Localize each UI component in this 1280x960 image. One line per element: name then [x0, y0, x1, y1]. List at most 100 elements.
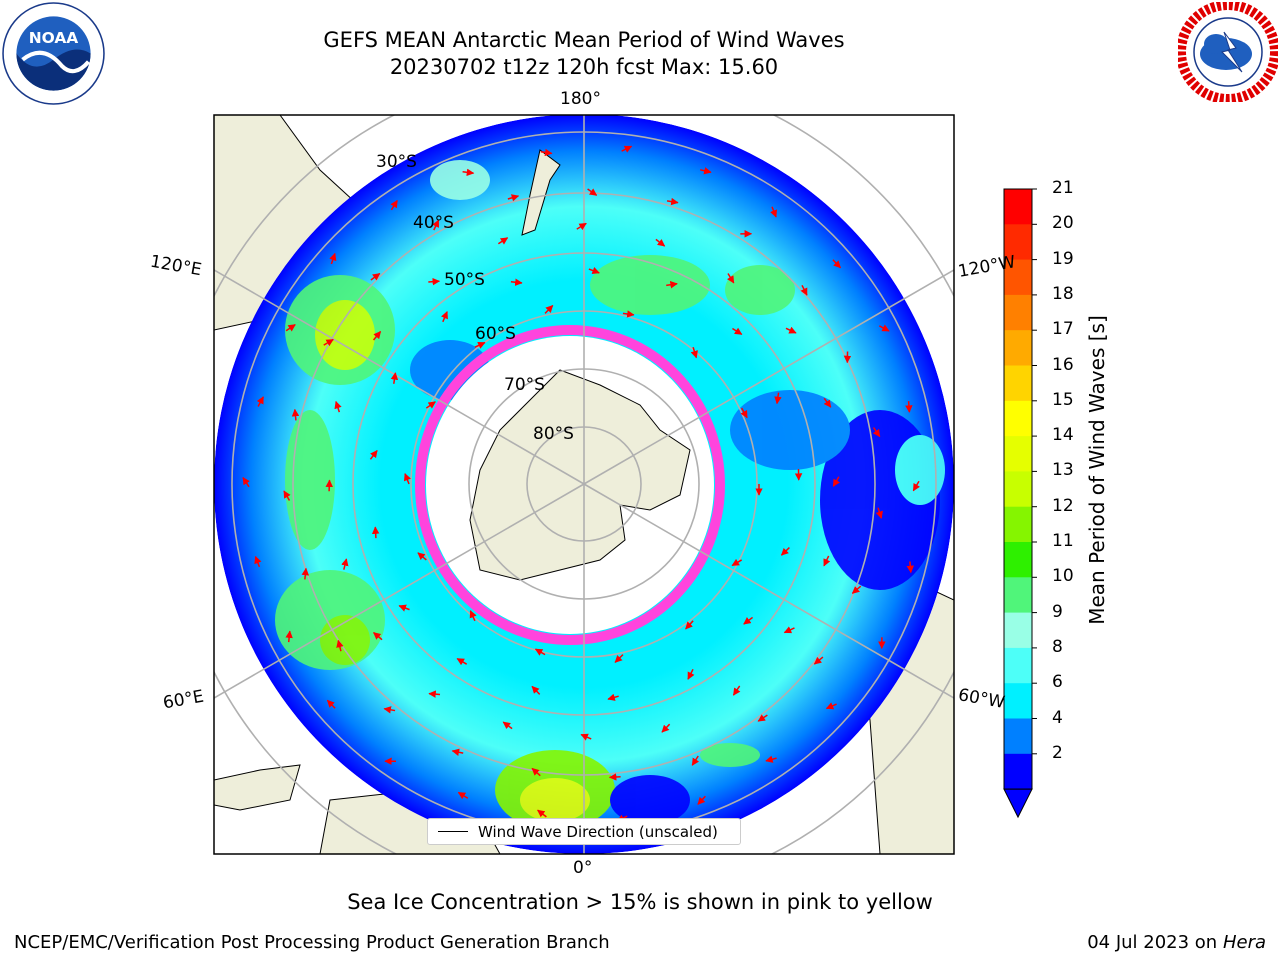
wind-wave-arrow — [507, 194, 520, 202]
wind-wave-arrow — [743, 616, 754, 625]
wind-wave-arrow — [765, 755, 777, 763]
graticule — [214, 115, 954, 854]
wind-wave-arrow — [614, 654, 624, 663]
wind-wave-arrow — [370, 272, 381, 281]
colorbar-swatch — [1004, 718, 1032, 755]
wind-wave-arrow — [607, 693, 619, 701]
wind-wave-arrow — [534, 648, 546, 656]
antarctica-land — [469, 369, 691, 581]
wind-wave-arrow — [428, 690, 441, 698]
run-date: 04 Jul 2023 on Hera — [1087, 932, 1266, 953]
colorbar-tick-label: 4 — [1052, 707, 1063, 728]
wind-wave-arrow — [906, 561, 915, 574]
colorbar-tick-label: 12 — [1052, 495, 1074, 516]
wind-wave-arrow — [326, 699, 336, 709]
run-host: Hera — [1222, 932, 1266, 953]
wind-wave-arrow — [451, 748, 464, 756]
wind-wave-arrow — [457, 791, 469, 800]
colorbar-swatch — [1004, 647, 1032, 684]
wind-wave-arrow — [813, 656, 824, 665]
wind-wave-arrow — [425, 401, 436, 409]
wind-wave-arrow — [875, 507, 883, 519]
lon-label-0: 0° — [573, 858, 593, 878]
colorbar-tick-label: 13 — [1052, 460, 1074, 481]
lat-label-60s: 60°S — [475, 324, 516, 344]
colorbar-swatch — [1004, 259, 1032, 296]
colorbar-swatch — [1004, 542, 1032, 578]
colorbar-tick-label: 16 — [1052, 354, 1074, 375]
wind-wave-arrow — [622, 310, 635, 318]
colorbar-tick-label: 14 — [1052, 425, 1074, 446]
colorbar-frame — [1003, 188, 1033, 790]
wind-wave-arrow — [254, 555, 262, 568]
wind-wave-arrow — [878, 324, 890, 332]
colorbar-swatch — [1004, 330, 1032, 366]
colorbar-swatch — [1004, 189, 1032, 225]
wind-wave-arrow — [383, 706, 396, 714]
colorbar-swatch — [1004, 683, 1032, 719]
sea-ice-edge — [415, 325, 725, 645]
wind-wave-arrow — [336, 639, 344, 652]
wind-wave-arrow — [588, 267, 600, 275]
wind-wave-arrow — [666, 281, 678, 289]
colorbar-swatch — [1004, 365, 1032, 402]
wind-wave-arrow — [398, 604, 410, 612]
wind-wave-arrow — [774, 392, 782, 405]
lat-label-50s: 50°S — [444, 270, 485, 290]
wind-wave-arrow — [740, 407, 748, 419]
wind-wave-arrow — [334, 400, 342, 413]
colorbar-tick-label: 15 — [1052, 389, 1074, 410]
wind-wave-arrow — [666, 197, 679, 206]
new-zealand-land — [521, 149, 561, 236]
wind-wave-arrow — [474, 341, 486, 349]
wind-wave-arrow — [685, 620, 694, 630]
map-frame — [213, 114, 955, 855]
colorbar-swatch — [1004, 471, 1032, 508]
chart-subtitle: 20230702 t12z 120h fcst Max: 15.60 — [389, 55, 779, 79]
wind-wave-arrow — [732, 327, 743, 335]
wind-wave-arrow — [323, 338, 334, 347]
wind-wave-arrow — [576, 222, 587, 231]
wind-wave-arrow — [390, 199, 398, 211]
wind-wave-arrow — [432, 219, 440, 231]
noaa-logo: NOAA — [2, 2, 105, 105]
colorbar-swatch — [1004, 400, 1032, 437]
wind-wave-arrow — [469, 610, 477, 622]
wind-wave-arrow — [823, 397, 832, 408]
colorbar-swatch — [1004, 294, 1032, 331]
wind-wave-arrow — [285, 630, 293, 643]
lat-label-70s: 70°S — [504, 375, 545, 395]
wind-wave-arrow — [371, 526, 380, 539]
wind-wave-arrow — [832, 259, 842, 269]
legend-line-icon — [438, 831, 468, 832]
wind-wave-arrow — [242, 476, 250, 488]
wind-wave-arrow — [851, 585, 862, 594]
colorbar-tick-label: 10 — [1052, 566, 1074, 587]
wind-wave-arrow — [621, 145, 633, 153]
run-date-text: 04 Jul 2023 on — [1087, 932, 1223, 953]
credit-line: NCEP/EMC/Verification Post Processing Pr… — [14, 932, 610, 953]
wind-wave-arrow — [800, 284, 808, 296]
wind-wave-arrow — [661, 723, 671, 733]
wind-wave-arrow — [757, 714, 768, 722]
nws-logo — [1178, 2, 1278, 102]
wind-wave-arrow — [687, 668, 695, 680]
lat-label-40s: 40°S — [413, 213, 454, 233]
colorbar-label: Mean Period of Wind Waves [s] — [1085, 315, 1109, 625]
lon-label-180: 180° — [560, 89, 601, 109]
colorbar-tick-label: 6 — [1052, 672, 1063, 693]
colorbar-swatch — [1004, 612, 1032, 649]
wind-wave-arrow — [510, 278, 523, 286]
wind-wave-arrow — [872, 427, 881, 438]
colorbar-swatch — [1004, 436, 1032, 472]
wind-wave-arrow — [341, 558, 349, 570]
wind-wave-arrow — [417, 552, 427, 561]
wind-wave-arrow — [502, 721, 513, 730]
wind-wave-arrow — [587, 188, 598, 196]
wind-wave-arrow — [285, 324, 296, 332]
colorbar-tick-label: 19 — [1052, 248, 1074, 269]
colorbar-tick-label: 11 — [1052, 531, 1074, 551]
wind-wave-arrow — [608, 773, 621, 781]
wind-wave-arrow — [727, 273, 735, 284]
